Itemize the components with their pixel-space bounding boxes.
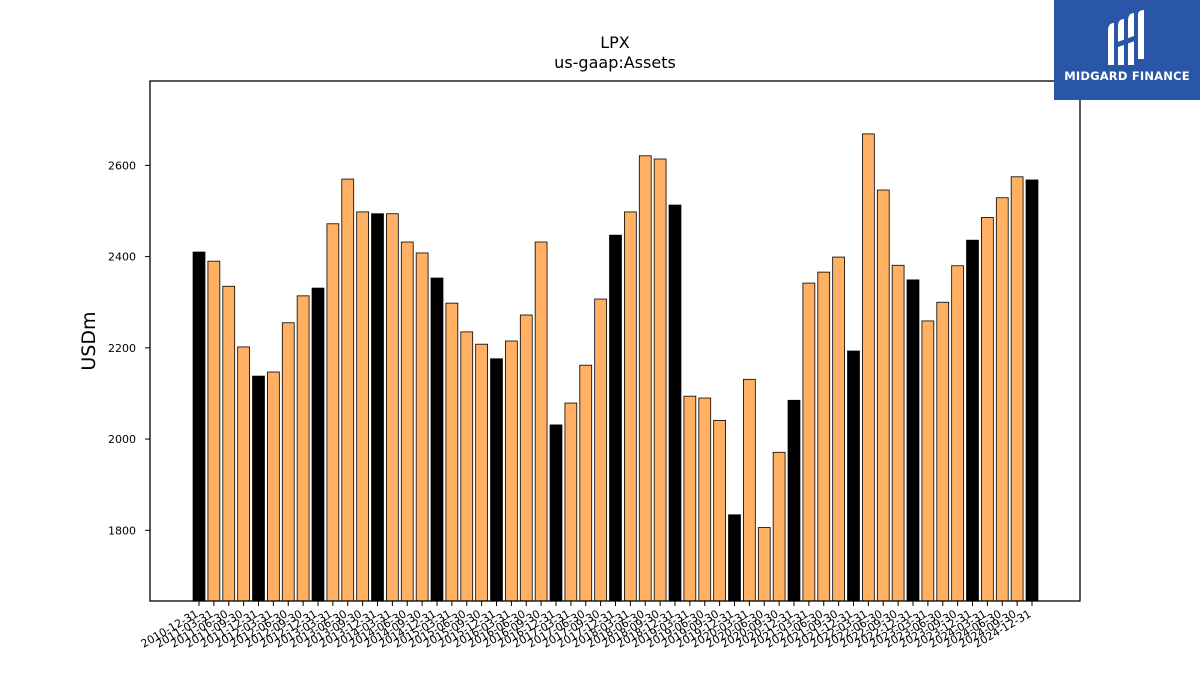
bar-2017-06-30 — [579, 364, 593, 602]
y-tick-label: 1800 — [108, 524, 136, 537]
brand-logo: MIDGARD FINANCE — [1054, 0, 1200, 100]
bar-2013-12-31 — [371, 213, 384, 602]
midgard-m-logo-icon — [1108, 10, 1144, 65]
bar-2022-03-31 — [862, 133, 875, 602]
brand-name: MIDGARD FINANCE — [1064, 69, 1190, 83]
chart-title: LPX — [600, 33, 630, 52]
bar-2019-09-30 — [713, 419, 726, 602]
bar-2020-12-31 — [787, 399, 801, 602]
bar-2011-12-31 — [252, 375, 265, 602]
bar-2018-12-31 — [668, 204, 682, 602]
bar-2016-06-30 — [519, 314, 533, 602]
bar-2021-12-31 — [847, 350, 860, 602]
bar-2023-06-30 — [936, 301, 950, 602]
bar-2014-03-31 — [386, 213, 399, 602]
bar-2012-06-30 — [281, 322, 295, 602]
bar-2018-03-31 — [624, 211, 637, 602]
x-axis: 2010-12-312011-03-312011-06-302011-09-30… — [139, 601, 1034, 651]
bar-2017-03-31 — [564, 402, 578, 602]
bar-2013-06-30 — [341, 178, 355, 602]
bar-2023-03-31 — [921, 320, 935, 602]
bar-2022-09-30 — [891, 264, 905, 602]
bar-2011-09-30 — [237, 346, 250, 602]
bar-2020-09-30 — [772, 451, 786, 602]
bar-2021-06-30 — [817, 271, 831, 602]
bar-2016-12-31 — [549, 424, 563, 602]
y-tick-label: 2600 — [108, 159, 136, 172]
y-axis-label: USDm — [78, 311, 100, 370]
bar-2012-12-31 — [311, 287, 325, 602]
bar-2016-09-30 — [534, 241, 548, 602]
bar-2012-09-30 — [296, 295, 310, 602]
bar-2017-12-31 — [609, 234, 622, 602]
bar-2015-09-30 — [475, 343, 488, 602]
bar-2024-06-30 — [995, 197, 1009, 602]
bar-2011-06-30 — [222, 285, 236, 602]
bar-2014-09-30 — [415, 252, 429, 602]
bar-2019-03-31 — [683, 395, 697, 602]
bar-2024-12-31 — [1025, 179, 1039, 602]
y-tick-label: 2000 — [108, 433, 136, 446]
bar-2020-06-30 — [757, 527, 771, 602]
bar-2010-12-31 — [192, 251, 206, 602]
bar-2019-12-31 — [728, 514, 741, 602]
bar-2021-03-31 — [802, 282, 816, 602]
y-tick-label: 2200 — [108, 342, 136, 355]
bar-2012-03-31 — [267, 371, 280, 602]
bars-group — [192, 133, 1039, 602]
bar-2013-09-30 — [356, 211, 369, 602]
bar-2024-03-31 — [981, 216, 994, 602]
bar-2020-03-31 — [743, 378, 756, 602]
bar-2015-12-31 — [490, 358, 503, 602]
bar-2024-09-30 — [1010, 176, 1024, 602]
chart-subtitle: us-gaap:Assets — [554, 53, 676, 72]
bar-2016-03-31 — [505, 340, 518, 602]
bar-2014-06-30 — [400, 241, 414, 602]
bar-2022-12-31 — [906, 279, 920, 602]
bar-2018-06-30 — [638, 155, 652, 602]
bar-2021-09-30 — [832, 256, 845, 602]
bar-2014-12-31 — [430, 277, 444, 602]
bar-2023-09-30 — [951, 265, 964, 602]
bar-2023-12-31 — [966, 239, 979, 602]
bar-2018-09-30 — [653, 158, 667, 602]
bar-2019-06-30 — [698, 397, 712, 602]
bar-2022-06-30 — [876, 189, 890, 602]
bar-2011-03-31 — [207, 260, 221, 602]
y-tick-label: 2400 — [108, 251, 136, 264]
bar-2015-03-31 — [445, 302, 459, 602]
bar-2013-03-31 — [326, 223, 340, 602]
plot-frame — [149, 80, 1081, 602]
bar-2017-09-30 — [594, 298, 607, 602]
bar-2015-06-30 — [460, 331, 474, 602]
y-axis: 1800 2000 2200 2400 2600 — [108, 159, 150, 537]
